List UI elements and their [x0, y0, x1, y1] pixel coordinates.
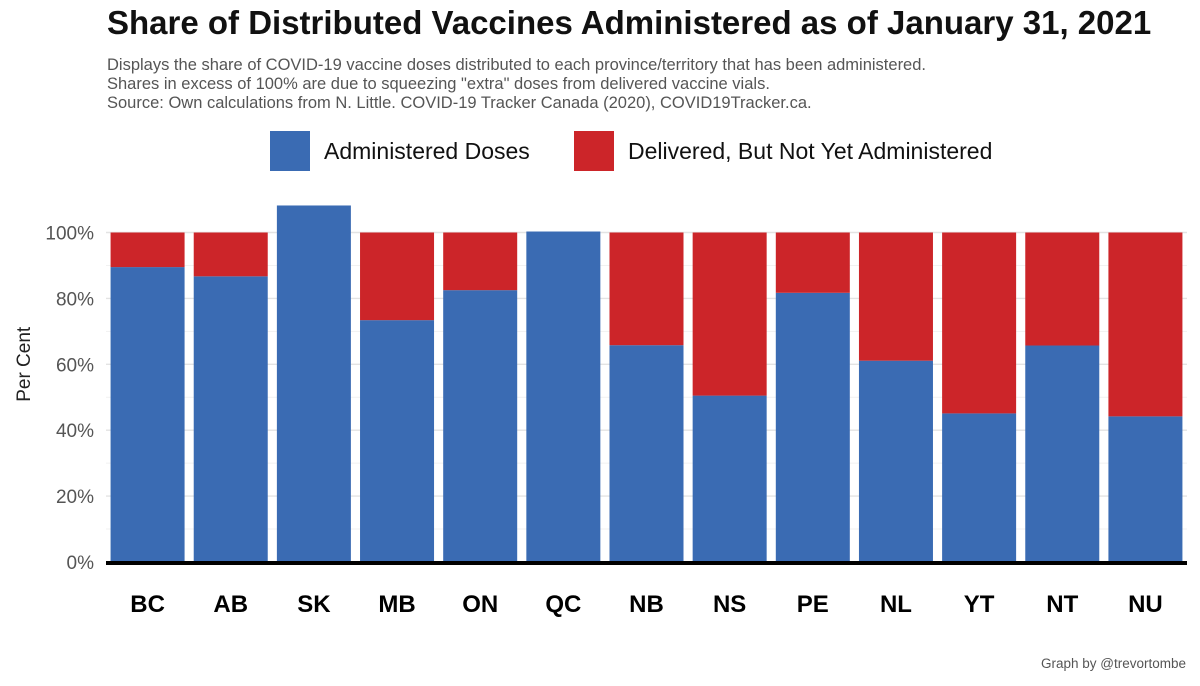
y-tick-label: 60%	[56, 355, 94, 376]
legend-swatch	[270, 131, 310, 171]
x-tick-label: NU	[1128, 591, 1163, 618]
bar-administered-on	[443, 290, 518, 562]
x-tick-label: ON	[462, 591, 498, 618]
x-tick-label: NB	[629, 591, 664, 618]
subtitle-line: Displays the share of COVID-19 vaccine d…	[107, 56, 926, 74]
bar-delivered-nu	[1108, 232, 1183, 417]
x-tick-label: AB	[213, 591, 248, 618]
legend-swatch	[574, 131, 614, 171]
bar-delivered-nt	[1025, 232, 1100, 346]
chart-title: Share of Distributed Vaccines Administer…	[107, 4, 1152, 41]
legend-item-delivered: Delivered, But Not Yet Administered	[574, 131, 992, 171]
x-tick-label: BC	[130, 591, 165, 618]
legend-label: Delivered, But Not Yet Administered	[628, 137, 993, 164]
bar-administered-sk	[276, 205, 351, 562]
subtitle-line: Shares in excess of 100% are due to sque…	[107, 75, 770, 93]
y-tick-label: 100%	[45, 224, 94, 245]
bar-delivered-on	[443, 232, 518, 291]
bar-administered-qc	[526, 231, 601, 562]
bar-administered-pe	[775, 292, 850, 562]
y-axis-label: Per Cent	[14, 326, 35, 402]
x-tick-label: PE	[797, 591, 829, 618]
x-tick-label: MB	[378, 591, 415, 618]
x-tick-label: QC	[545, 591, 581, 618]
x-tick-label: NS	[713, 591, 746, 618]
x-tick-label: YT	[964, 591, 995, 618]
bar-administered-yt	[942, 413, 1017, 562]
y-tick-label: 40%	[56, 421, 94, 442]
subtitle-line: Source: Own calculations from N. Little.…	[107, 94, 812, 112]
legend-item-administered: Administered Doses	[270, 131, 530, 171]
x-tick-label: SK	[297, 591, 331, 618]
y-tick-label: 0%	[67, 553, 95, 574]
bar-administered-nu	[1108, 416, 1183, 562]
x-tick-label: NT	[1046, 591, 1078, 618]
x-tick-label: NL	[880, 591, 912, 618]
bar-delivered-nb	[609, 232, 684, 346]
bar-delivered-nl	[858, 232, 933, 361]
bar-administered-nb	[609, 345, 684, 562]
chart-legend: Administered Doses Delivered, But Not Ye…	[0, 131, 1200, 171]
bar-administered-mb	[360, 320, 435, 562]
bar-delivered-bc	[110, 232, 185, 268]
y-tick-label: 20%	[56, 487, 94, 508]
legend-label: Administered Doses	[324, 137, 530, 164]
bar-administered-ns	[692, 395, 767, 562]
bar-administered-nl	[858, 360, 933, 562]
bar-delivered-yt	[942, 232, 1017, 414]
bar-administered-ab	[193, 276, 268, 562]
chart-subtitle: Displays the share of COVID-19 vaccine d…	[107, 56, 926, 113]
bar-delivered-pe	[775, 232, 850, 293]
chart-caption: Graph by @trevortombe	[1040, 656, 1186, 671]
bar-delivered-mb	[360, 232, 435, 321]
bar-delivered-ab	[193, 232, 268, 277]
y-tick-label: 80%	[56, 289, 94, 310]
bar-administered-bc	[110, 267, 185, 562]
bar-administered-nt	[1025, 345, 1100, 562]
bar-delivered-ns	[692, 232, 767, 396]
